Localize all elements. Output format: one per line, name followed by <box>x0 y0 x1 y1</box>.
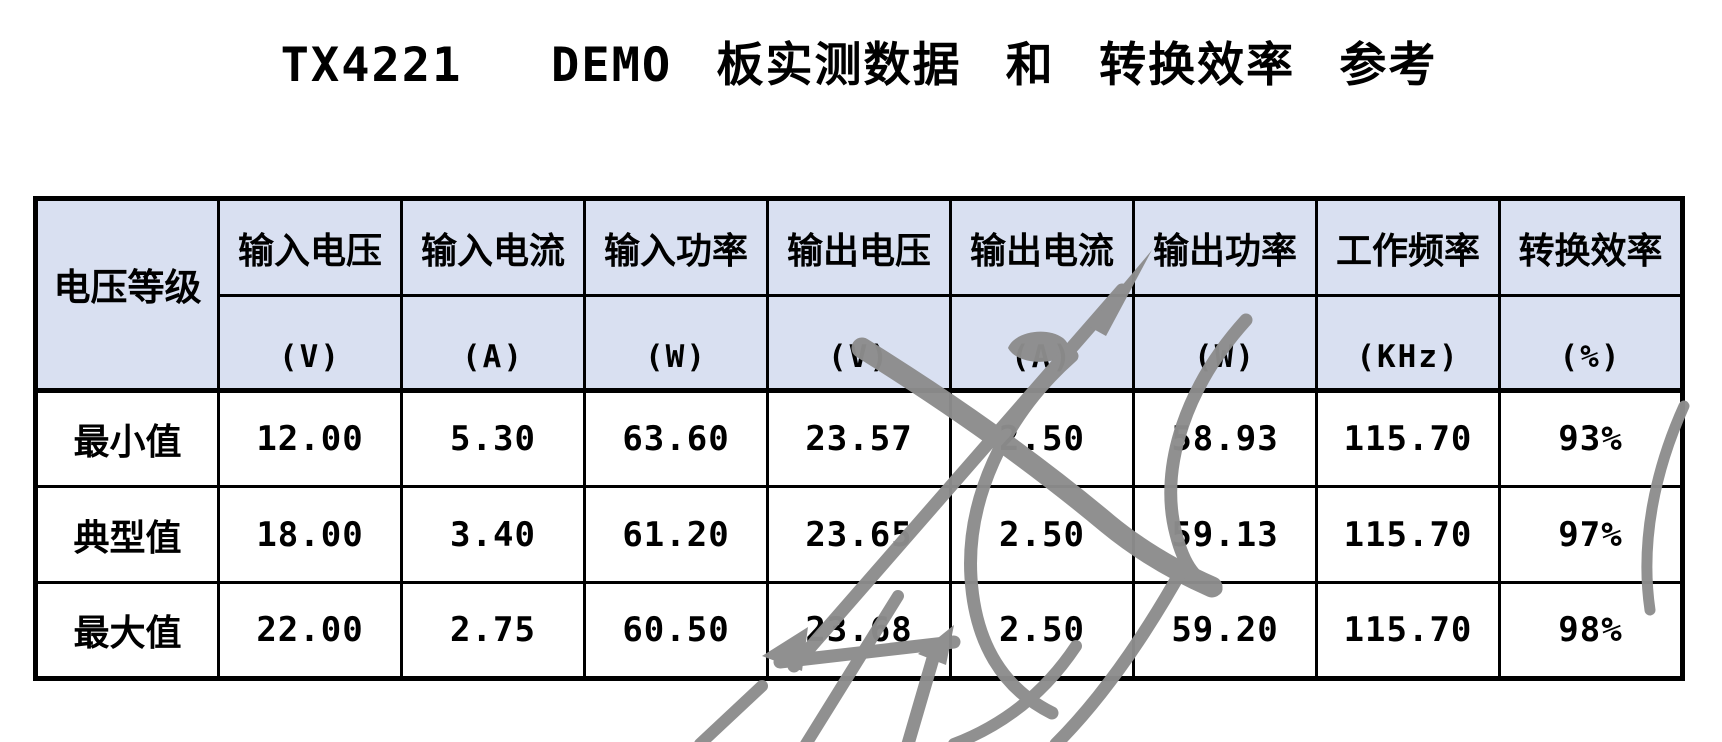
table-row-typical: 典型值 18.00 3.40 61.20 23.65 2.50 59.13 11… <box>34 485 1684 584</box>
header-output-voltage: 输出电压 <box>766 197 952 297</box>
data-cell: 2.50 <box>949 485 1135 584</box>
data-cell: 115.70 <box>1315 389 1501 488</box>
unit-output-power: (W) <box>1132 294 1318 393</box>
unit-input-current: (A) <box>400 294 586 393</box>
header-input-power: 输入功率 <box>583 197 769 297</box>
table-row-maximum: 最大值 22.00 2.75 60.50 23.68 2.50 59.20 11… <box>34 581 1684 680</box>
header-operating-frequency: 工作频率 <box>1315 197 1501 297</box>
table-row-minimum: 最小值 12.00 5.30 63.60 23.57 2.50 58.93 11… <box>34 389 1684 488</box>
header-conversion-efficiency: 转换效率 <box>1498 197 1684 297</box>
data-cell: 115.70 <box>1315 485 1501 584</box>
header-output-power: 输出功率 <box>1132 197 1318 297</box>
header-output-current: 输出电流 <box>949 197 1135 297</box>
data-cell: 98% <box>1498 581 1684 680</box>
unit-input-voltage: (V) <box>217 294 403 393</box>
data-cell: 2.50 <box>949 581 1135 680</box>
data-cell: 2.75 <box>400 581 586 680</box>
unit-output-current: (A) <box>949 294 1135 393</box>
row-label-typical: 典型值 <box>34 485 220 584</box>
data-cell: 5.30 <box>400 389 586 488</box>
data-cell: 60.50 <box>583 581 769 680</box>
data-cell: 59.13 <box>1132 485 1318 584</box>
data-cell: 23.65 <box>766 485 952 584</box>
unit-conversion-efficiency: (%) <box>1498 294 1684 393</box>
data-cell: 97% <box>1498 485 1684 584</box>
unit-operating-frequency: (KHz) <box>1315 294 1501 393</box>
watermark-stroke <box>694 680 768 742</box>
data-cell: 23.57 <box>766 389 952 488</box>
data-cell: 22.00 <box>217 581 403 680</box>
row-label-minimum: 最小值 <box>34 389 220 488</box>
data-cell: 18.00 <box>217 485 403 584</box>
data-cell: 58.93 <box>1132 389 1318 488</box>
data-cell: 61.20 <box>583 485 769 584</box>
data-cell: 3.40 <box>400 485 586 584</box>
data-cell: 93% <box>1498 389 1684 488</box>
row-header-voltage-level: 电压等级 <box>34 197 220 393</box>
data-cell: 115.70 <box>1315 581 1501 680</box>
data-cell: 59.20 <box>1132 581 1318 680</box>
measurement-table: 电压等级 输入电压 输入电流 输入功率 输出电压 输出电流 输出功率 工作频率 … <box>33 196 1685 681</box>
header-input-voltage: 输入电压 <box>217 197 403 297</box>
data-cell: 23.68 <box>766 581 952 680</box>
data-cell: 63.60 <box>583 389 769 488</box>
unit-input-power: (W) <box>583 294 769 393</box>
page-title: TX4221 DEMO 板实测数据 和 转换效率 参考 <box>280 38 1438 93</box>
header-input-current: 输入电流 <box>400 197 586 297</box>
unit-output-voltage: (V) <box>766 294 952 393</box>
data-cell: 2.50 <box>949 389 1135 488</box>
data-cell: 12.00 <box>217 389 403 488</box>
row-label-maximum: 最大值 <box>34 581 220 680</box>
